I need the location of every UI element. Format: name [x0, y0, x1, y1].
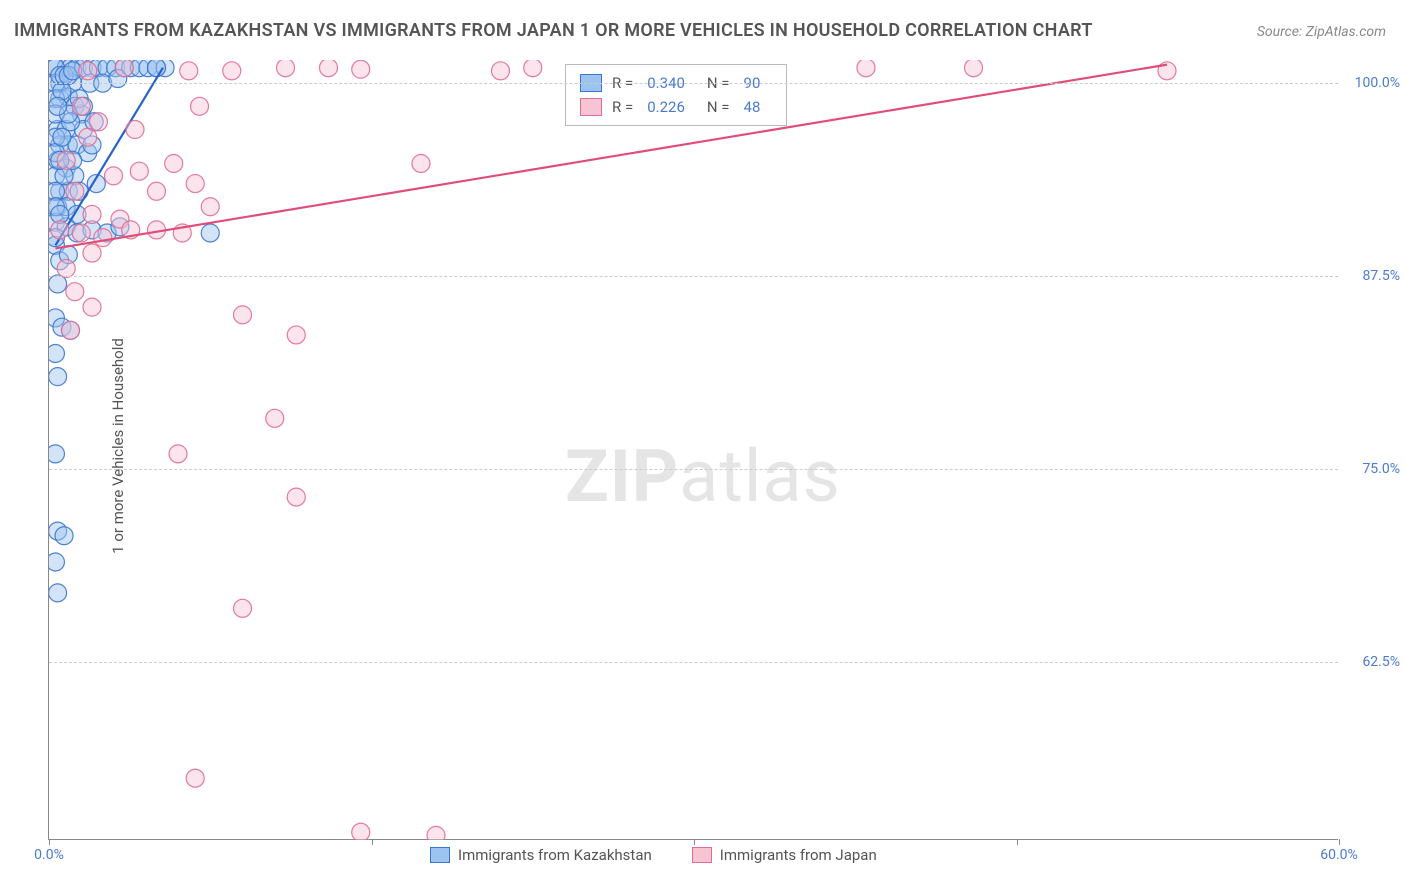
- chart-title: IMMIGRANTS FROM KAZAKHSTAN VS IMMIGRANTS…: [14, 20, 1093, 41]
- x-tick-mark: [49, 839, 50, 845]
- stat-r-value: 0.226: [647, 98, 685, 116]
- watermark-light: atlas: [679, 434, 841, 519]
- source-attribution: Source: ZipAtlas.com: [1257, 24, 1386, 40]
- gridline-h: [49, 662, 1338, 663]
- x-tick-mark: [1339, 839, 1340, 845]
- correlation-chart: IMMIGRANTS FROM KAZAKHSTAN VS IMMIGRANTS…: [0, 0, 1406, 892]
- legend-item: Immigrants from Kazakhstan: [430, 846, 652, 864]
- legend-label: Immigrants from Japan: [720, 846, 877, 864]
- y-tick-label: 100.0%: [1355, 75, 1400, 91]
- y-tick-label: 75.0%: [1362, 461, 1400, 477]
- x-tick-mark: [372, 839, 373, 845]
- watermark-bold: ZIP: [565, 434, 679, 519]
- legend-swatch: [580, 98, 602, 116]
- x-tick-mark: [694, 839, 695, 845]
- y-tick-label: 62.5%: [1362, 654, 1400, 670]
- scatter-svg: [49, 60, 1339, 840]
- plot-area: ZIPatlas R =0.340N =90R =0.226N =48 62.5…: [48, 60, 1338, 840]
- gridline-h: [49, 276, 1338, 277]
- gridline-h: [49, 469, 1338, 470]
- legend-swatch: [430, 847, 450, 863]
- stat-label: R =: [612, 98, 633, 116]
- x-tick-label: 0.0%: [34, 847, 64, 863]
- stat-n-value: 48: [744, 98, 761, 116]
- gridline-h: [49, 83, 1338, 84]
- y-tick-label: 87.5%: [1362, 268, 1400, 284]
- x-tick-mark: [1017, 839, 1018, 845]
- stats-legend: R =0.340N =90R =0.226N =48: [565, 64, 787, 126]
- watermark: ZIPatlas: [565, 434, 841, 519]
- legend-swatch: [692, 847, 712, 863]
- legend-item: Immigrants from Japan: [692, 846, 877, 864]
- stats-legend-row: R = 0.226 N = 48: [580, 95, 772, 119]
- stat-label: N =: [707, 98, 730, 116]
- bottom-legend: Immigrants from Kazakhstan Immigrants fro…: [430, 846, 877, 864]
- x-tick-label: 60.0%: [1320, 847, 1358, 863]
- legend-label: Immigrants from Kazakhstan: [458, 846, 652, 864]
